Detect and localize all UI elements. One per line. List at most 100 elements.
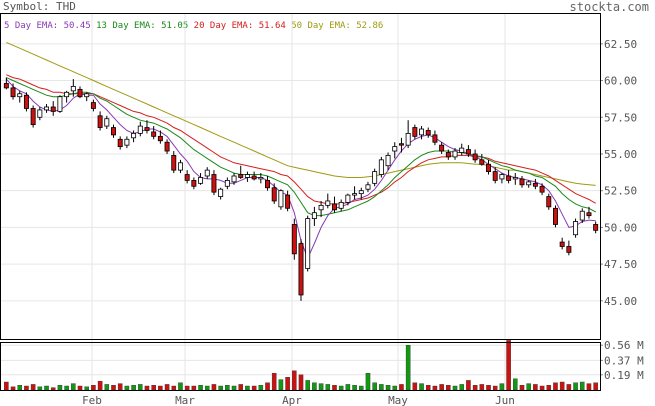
candle-body: [540, 186, 544, 192]
volume-bar: [399, 384, 403, 390]
volume-bar: [587, 384, 591, 390]
candle-body: [212, 175, 216, 193]
candle-body: [366, 185, 370, 189]
candle-body: [98, 116, 102, 128]
candle-body: [332, 204, 336, 210]
candle-body: [466, 150, 470, 154]
volume-bar: [212, 384, 216, 390]
candle-body: [286, 195, 290, 208]
candle-body: [125, 139, 129, 145]
volume-bar: [547, 385, 551, 390]
volume-bar: [440, 384, 444, 390]
candle-body: [306, 219, 310, 269]
volume-bar: [198, 385, 202, 390]
volume-bar: [453, 386, 457, 390]
candle-body: [453, 151, 457, 157]
candle-body: [172, 155, 176, 170]
volume-bar: [567, 384, 571, 390]
price-tick-label: 45.00: [604, 295, 637, 308]
candle-body: [399, 144, 403, 145]
candle-body: [18, 94, 22, 97]
volume-bar: [98, 381, 102, 390]
price-tick-label: 50.00: [604, 221, 637, 234]
volume-bar: [91, 385, 95, 390]
month-label: May: [388, 394, 408, 406]
volume-bar: [219, 386, 223, 390]
volume-bar: [460, 384, 464, 390]
volume-bar: [132, 385, 136, 390]
volume-bar: [533, 384, 537, 390]
volume-bar: [145, 386, 149, 390]
candle-body: [158, 136, 162, 140]
volume-bar: [4, 382, 8, 390]
candle-body: [567, 246, 571, 252]
candle-body: [426, 130, 430, 134]
candle-body: [111, 128, 115, 135]
candle-body: [245, 175, 249, 178]
ema13-line: [6, 78, 595, 216]
candle-body: [339, 202, 343, 208]
candle-body: [379, 160, 383, 175]
volume-tick-label: 0.37 M: [604, 354, 644, 367]
volume-bar: [312, 383, 316, 390]
candle-body: [573, 222, 577, 235]
volume-bar: [105, 384, 109, 390]
volume-bar: [393, 386, 397, 390]
month-label: Jun: [495, 394, 515, 406]
volume-bar: [165, 384, 169, 390]
volume-bar: [466, 380, 470, 390]
candle-body: [78, 89, 82, 96]
volume-bar: [426, 385, 430, 390]
volume-bar: [152, 385, 156, 390]
candle-body: [520, 179, 524, 185]
volume-bar: [352, 385, 356, 390]
volume-bar: [252, 386, 256, 390]
volume-bar: [158, 386, 162, 390]
month-label: Feb: [82, 394, 102, 406]
candle-body: [118, 139, 122, 146]
volume-bar: [446, 385, 450, 390]
candle-body: [239, 175, 243, 178]
candle-body: [138, 126, 142, 133]
candle-body: [51, 107, 55, 111]
candle-body: [406, 133, 410, 145]
volume-bar: [31, 384, 35, 390]
candle-body: [259, 177, 263, 178]
price-tick-label: 62.50: [604, 38, 637, 51]
candle-body: [198, 177, 202, 183]
volume-bar: [286, 377, 290, 390]
candle-body: [272, 188, 276, 201]
volume-bar: [232, 386, 236, 390]
candle-body: [393, 147, 397, 151]
candle-body: [105, 119, 109, 126]
volume-bar: [346, 384, 350, 390]
month-label: Apr: [282, 394, 302, 406]
volume-bar: [24, 386, 28, 390]
volume-bar: [373, 383, 377, 390]
volume-bar: [406, 345, 410, 390]
volume-bar: [111, 385, 115, 390]
volume-bar: [419, 384, 423, 390]
volume-bar: [225, 385, 229, 390]
candle-body: [265, 180, 269, 187]
price-tick-label: 52.50: [604, 185, 637, 198]
candle-body: [4, 83, 8, 87]
volume-bar: [58, 385, 62, 390]
volume-bar: [319, 384, 323, 390]
candle-body: [24, 95, 28, 108]
candle-body: [65, 92, 69, 96]
volume-tick-label: 0.19 M: [604, 369, 644, 382]
volume-bar: [138, 384, 142, 390]
volume-bar: [480, 384, 484, 390]
candle-body: [473, 154, 477, 160]
volume-bar: [71, 384, 75, 390]
candle-body: [486, 164, 490, 171]
candle-body: [560, 242, 564, 246]
candle-body: [299, 244, 303, 295]
candle-body: [91, 103, 95, 109]
candle-body: [440, 145, 444, 151]
candle-body: [553, 208, 557, 224]
volume-bar: [433, 386, 437, 390]
candle-body: [460, 148, 464, 152]
candle-body: [580, 211, 584, 220]
